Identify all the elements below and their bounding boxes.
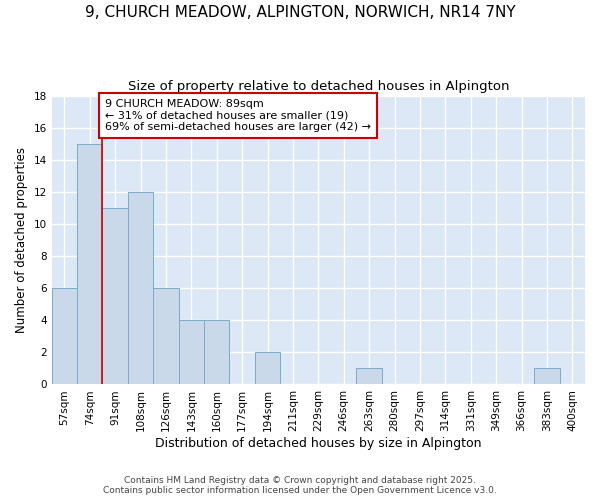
Title: Size of property relative to detached houses in Alpington: Size of property relative to detached ho… <box>128 80 509 93</box>
Bar <box>128 192 153 384</box>
X-axis label: Distribution of detached houses by size in Alpington: Distribution of detached houses by size … <box>155 437 482 450</box>
Text: Contains HM Land Registry data © Crown copyright and database right 2025.
Contai: Contains HM Land Registry data © Crown c… <box>103 476 497 495</box>
Bar <box>179 320 204 384</box>
Bar <box>77 144 103 384</box>
Bar <box>153 288 179 384</box>
Y-axis label: Number of detached properties: Number of detached properties <box>15 147 28 333</box>
Bar <box>52 288 77 384</box>
Bar <box>255 352 280 384</box>
Bar <box>204 320 229 384</box>
Bar <box>103 208 128 384</box>
Bar <box>356 368 382 384</box>
Bar <box>534 368 560 384</box>
Text: 9, CHURCH MEADOW, ALPINGTON, NORWICH, NR14 7NY: 9, CHURCH MEADOW, ALPINGTON, NORWICH, NR… <box>85 5 515 20</box>
Text: 9 CHURCH MEADOW: 89sqm
← 31% of detached houses are smaller (19)
69% of semi-det: 9 CHURCH MEADOW: 89sqm ← 31% of detached… <box>105 99 371 132</box>
